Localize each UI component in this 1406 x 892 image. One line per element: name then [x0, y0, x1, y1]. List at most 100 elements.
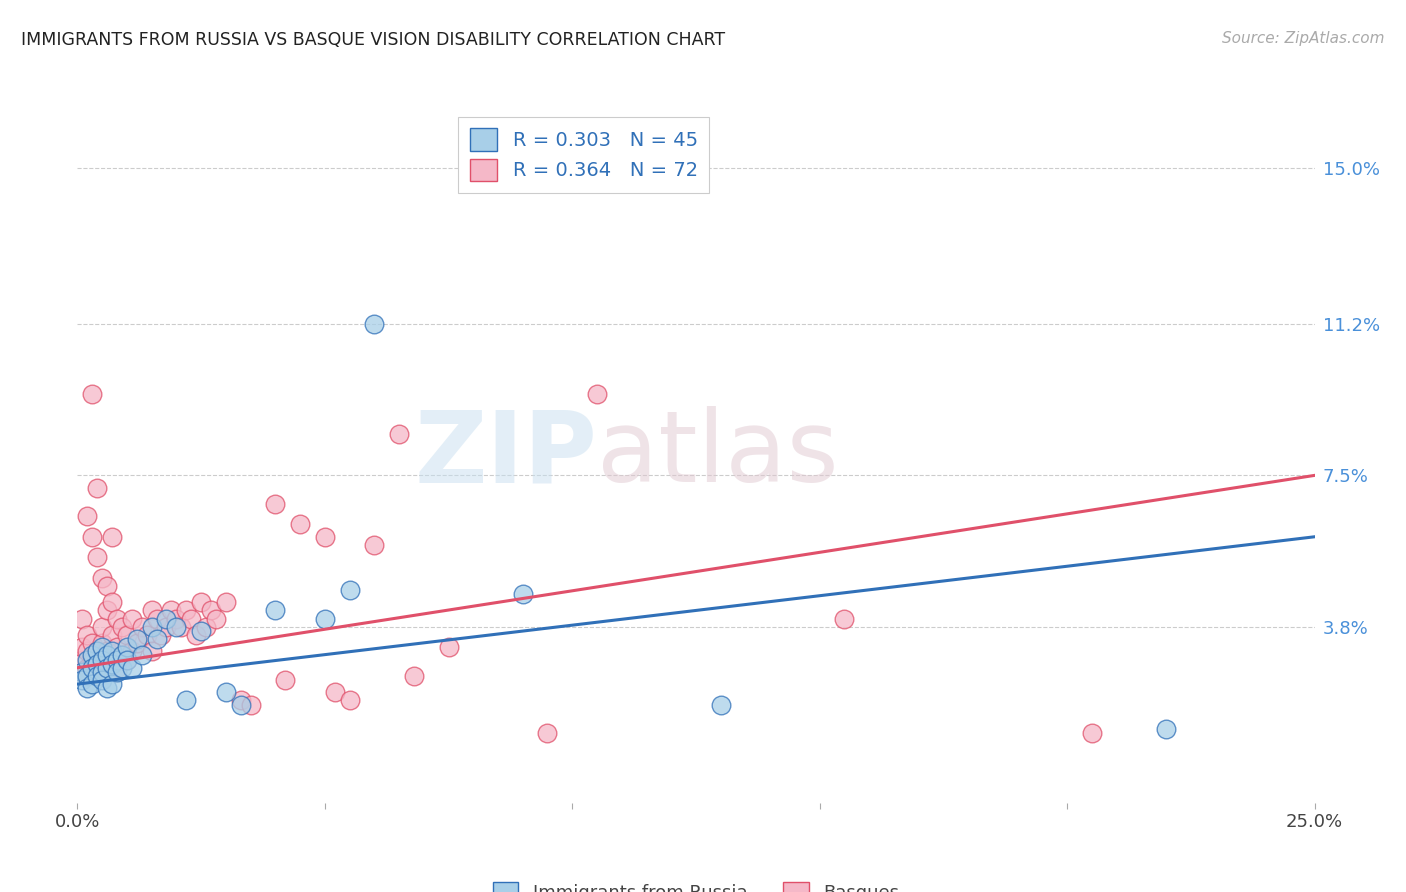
Point: [145, 612, 167, 626]
Point: [141, 644, 163, 658]
Point: [150, 628, 173, 642]
Point: [101, 530, 124, 544]
Point: [339, 582, 361, 597]
Point: [155, 620, 177, 634]
Point: [834, 612, 856, 626]
Point: [165, 612, 187, 626]
Point: [274, 673, 297, 687]
Point: [101, 652, 124, 666]
Point: [86, 669, 108, 683]
Point: [101, 657, 124, 671]
Point: [145, 632, 167, 646]
Point: [91, 620, 114, 634]
Legend: Immigrants from Russia, Basques: Immigrants from Russia, Basques: [485, 874, 907, 892]
Point: [111, 620, 134, 634]
Point: [115, 640, 138, 655]
Point: [205, 612, 228, 626]
Point: [195, 620, 218, 634]
Point: [82, 386, 104, 401]
Point: [96, 648, 118, 663]
Point: [105, 665, 128, 679]
Point: [125, 632, 148, 646]
Point: [174, 693, 197, 707]
Point: [76, 681, 98, 696]
Point: [125, 636, 148, 650]
Point: [264, 497, 287, 511]
Point: [131, 648, 153, 663]
Point: [339, 693, 361, 707]
Point: [115, 628, 138, 642]
Text: IMMIGRANTS FROM RUSSIA VS BASQUE VISION DISABILITY CORRELATION CHART: IMMIGRANTS FROM RUSSIA VS BASQUE VISION …: [21, 31, 725, 49]
Point: [72, 652, 94, 666]
Point: [710, 698, 733, 712]
Point: [82, 648, 104, 663]
Point: [86, 644, 108, 658]
Point: [121, 644, 143, 658]
Point: [72, 640, 94, 655]
Point: [180, 612, 202, 626]
Point: [135, 628, 157, 642]
Point: [190, 595, 212, 609]
Point: [72, 665, 94, 679]
Point: [76, 509, 98, 524]
Point: [96, 661, 118, 675]
Point: [314, 530, 336, 544]
Point: [155, 612, 177, 626]
Point: [536, 726, 558, 740]
Point: [76, 652, 98, 666]
Point: [76, 661, 98, 675]
Point: [91, 665, 114, 679]
Point: [105, 612, 128, 626]
Point: [586, 386, 609, 401]
Point: [105, 652, 128, 666]
Point: [215, 685, 238, 699]
Point: [215, 595, 238, 609]
Point: [131, 620, 153, 634]
Point: [264, 603, 287, 617]
Point: [111, 661, 134, 675]
Point: [239, 698, 262, 712]
Point: [105, 640, 128, 655]
Point: [82, 636, 104, 650]
Point: [82, 677, 104, 691]
Point: [288, 517, 311, 532]
Point: [96, 603, 118, 617]
Point: [96, 644, 118, 658]
Point: [141, 620, 163, 634]
Point: [165, 620, 187, 634]
Point: [76, 669, 98, 683]
Point: [121, 661, 143, 675]
Point: [96, 579, 118, 593]
Point: [1081, 726, 1104, 740]
Point: [101, 628, 124, 642]
Point: [82, 530, 104, 544]
Point: [229, 693, 252, 707]
Point: [86, 661, 108, 675]
Point: [105, 661, 128, 675]
Point: [101, 644, 124, 658]
Point: [388, 427, 411, 442]
Point: [96, 661, 118, 675]
Point: [174, 603, 197, 617]
Point: [363, 538, 385, 552]
Point: [91, 640, 114, 655]
Point: [115, 652, 138, 666]
Point: [190, 624, 212, 638]
Point: [76, 628, 98, 642]
Point: [363, 317, 385, 331]
Point: [200, 603, 222, 617]
Point: [111, 648, 134, 663]
Point: [86, 481, 108, 495]
Point: [170, 620, 193, 634]
Point: [72, 673, 94, 687]
Point: [115, 652, 138, 666]
Point: [72, 612, 94, 626]
Text: atlas: atlas: [598, 407, 838, 503]
Point: [437, 640, 460, 655]
Point: [82, 661, 104, 675]
Point: [323, 685, 346, 699]
Point: [86, 657, 108, 671]
Point: [86, 644, 108, 658]
Point: [111, 648, 134, 663]
Text: Source: ZipAtlas.com: Source: ZipAtlas.com: [1222, 31, 1385, 46]
